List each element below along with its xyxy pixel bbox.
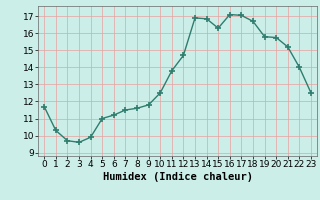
- X-axis label: Humidex (Indice chaleur): Humidex (Indice chaleur): [103, 172, 252, 182]
